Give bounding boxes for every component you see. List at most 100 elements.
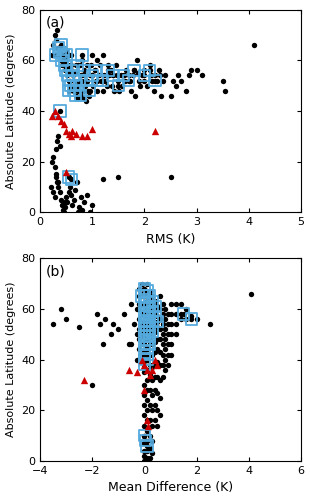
Point: [150, 330, 155, 338]
Point: [142, 310, 147, 318]
Point: [179, 315, 184, 323]
Point: [179, 300, 184, 308]
Point: [157, 305, 162, 313]
Point: [85, 76, 90, 84]
Point: [157, 336, 162, 344]
Point: [147, 454, 152, 462]
Point: [144, 287, 149, 295]
Point: [189, 312, 194, 320]
Point: [111, 320, 116, 328]
Point: [160, 300, 165, 308]
Point: [144, 416, 149, 424]
Point: [54, 178, 59, 186]
Point: [131, 66, 136, 74]
Point: [150, 350, 155, 358]
Point: [111, 72, 116, 80]
Point: [87, 72, 92, 80]
Point: [85, 62, 90, 70]
Point: [179, 310, 184, 318]
Point: [147, 318, 152, 326]
Point: [105, 62, 110, 70]
Point: [85, 76, 90, 84]
Point: [160, 340, 165, 348]
Point: [153, 312, 157, 320]
Point: [82, 72, 87, 80]
Point: [142, 333, 147, 341]
Point: [56, 44, 61, 52]
Point: [78, 72, 83, 80]
Point: [147, 333, 152, 341]
Point: [153, 298, 157, 306]
Point: [111, 72, 116, 80]
Point: [77, 76, 82, 84]
Point: [144, 356, 149, 364]
Point: [150, 308, 155, 316]
Point: [142, 422, 147, 430]
X-axis label: Mean Difference (K): Mean Difference (K): [108, 482, 233, 494]
Point: [147, 371, 152, 379]
Point: [95, 56, 100, 64]
Point: [82, 198, 87, 206]
Point: [157, 292, 162, 300]
Point: [131, 66, 136, 74]
Point: [68, 76, 73, 84]
Point: [166, 350, 171, 358]
Point: [166, 340, 171, 348]
Point: [105, 66, 110, 74]
Point: [75, 62, 80, 70]
Point: [74, 82, 79, 90]
Point: [147, 416, 152, 424]
Point: [85, 190, 90, 198]
Point: [79, 56, 84, 64]
Point: [142, 360, 147, 368]
Point: [56, 44, 61, 52]
Point: [73, 92, 78, 100]
Point: [155, 336, 160, 344]
Point: [82, 66, 87, 74]
Point: [95, 86, 100, 94]
Point: [60, 206, 65, 214]
Point: [142, 320, 147, 328]
Point: [92, 66, 97, 74]
Point: [142, 66, 147, 74]
Point: [144, 298, 149, 306]
Point: [63, 62, 68, 70]
Point: [150, 76, 155, 84]
Point: [131, 320, 136, 328]
Point: [117, 86, 122, 94]
Point: [75, 86, 80, 94]
Point: [142, 325, 147, 333]
Point: [144, 442, 149, 450]
Point: [150, 322, 155, 330]
Point: [122, 76, 127, 84]
Point: [150, 292, 155, 300]
Point: [95, 76, 100, 84]
Point: [90, 72, 95, 80]
Point: [127, 76, 132, 84]
Point: [59, 196, 64, 203]
Point: [60, 56, 64, 64]
Point: [144, 406, 149, 414]
Point: [51, 320, 55, 328]
Point: [142, 440, 147, 448]
Point: [60, 56, 64, 64]
Point: [60, 62, 64, 70]
Point: [166, 330, 171, 338]
Point: [69, 51, 74, 59]
Text: (b): (b): [45, 264, 65, 278]
Point: [153, 302, 157, 310]
Point: [251, 41, 256, 49]
Point: [85, 132, 90, 140]
Point: [144, 318, 149, 326]
Point: [153, 76, 157, 84]
Point: [142, 432, 147, 440]
Point: [103, 315, 108, 323]
Point: [92, 66, 97, 74]
Point: [137, 315, 142, 323]
Point: [142, 340, 147, 348]
Point: [78, 92, 83, 100]
Point: [144, 343, 149, 351]
Point: [147, 350, 152, 358]
Point: [147, 66, 152, 74]
Point: [159, 92, 164, 100]
